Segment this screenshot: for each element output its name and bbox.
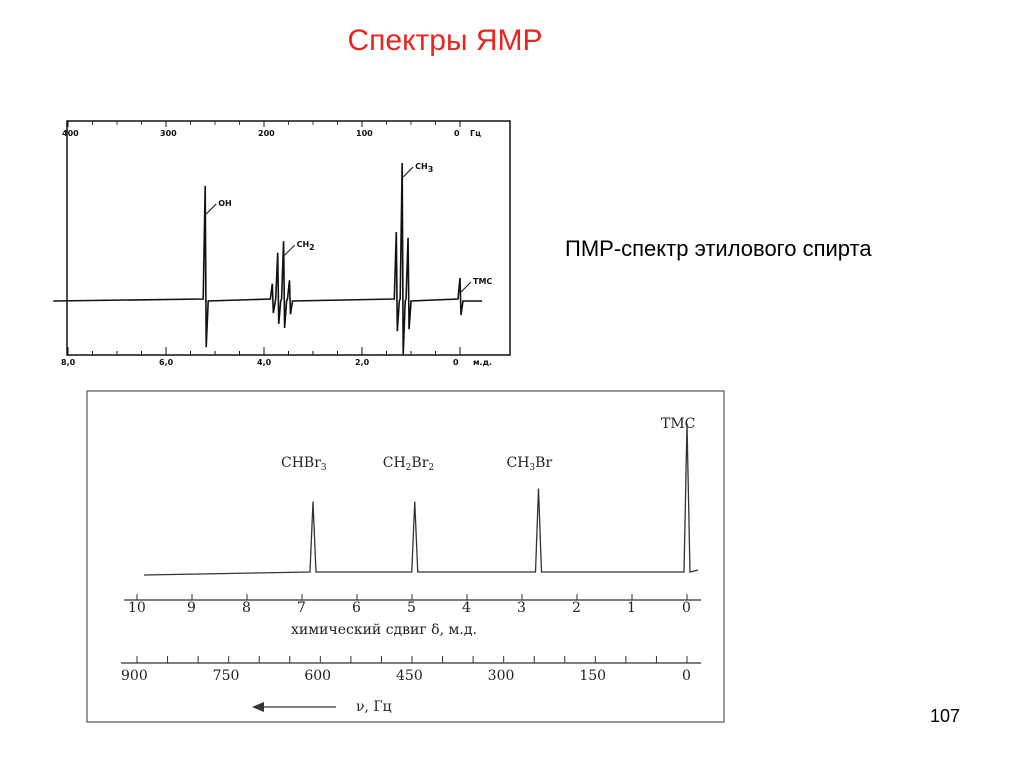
signal-label: OH	[218, 199, 232, 208]
ppm-axis-title: химический сдвиг δ, м.д.	[291, 622, 477, 638]
spectrum-trace	[53, 162, 483, 356]
hz-tick-label: 0	[682, 668, 691, 684]
ppm-tick-label: 2	[572, 600, 581, 616]
bottom-tick-label: 2,0	[355, 358, 370, 367]
ppm-tick-label: 5	[407, 600, 416, 616]
ppm-tick-label: 9	[187, 600, 196, 616]
top-tick-label: 200	[258, 129, 275, 138]
peak-label: CHBr3	[281, 455, 327, 473]
top-tick-label: 300	[160, 129, 177, 138]
bottom-axis-unit: м.д.	[473, 358, 492, 367]
signal-leader	[460, 281, 472, 293]
page-number: 107	[930, 706, 961, 726]
top-tick-label: 100	[356, 129, 373, 138]
bottom-tick-label: 0	[453, 358, 459, 367]
hz-tick-label: 600	[304, 668, 331, 684]
signal-label: ТМС	[473, 277, 492, 286]
top-tick-label: 0	[454, 129, 460, 138]
top-axis-unit: Гц	[470, 129, 481, 138]
spectrum-caption: ПМР-спектр этилового спирта	[565, 236, 872, 261]
ppm-tick-label: 10	[128, 600, 146, 616]
ppm-tick-label: 7	[297, 600, 306, 616]
bottom-tick-label: 4,0	[257, 358, 272, 367]
chart-frame	[86, 390, 725, 723]
ppm-tick-label: 0	[682, 600, 691, 616]
top-tick-label: 400	[62, 129, 79, 138]
hz-axis-title: ν, Гц	[356, 699, 392, 715]
spectrum-trace	[143, 423, 699, 576]
ethanol-spectrum-chart: 400 300 200 100 0 Гц 8,0 6,0 4,0 2,0 0 м.д. OH CH2 C…	[53, 120, 511, 367]
ppm-tick-label: 8	[242, 600, 251, 616]
signal-leader	[284, 244, 295, 256]
signal-leader	[205, 203, 217, 215]
ppm-tick-label: 1	[627, 600, 636, 616]
signal-label: CH2	[297, 240, 315, 252]
signal-leader	[402, 166, 414, 178]
hz-tick-label: 150	[579, 668, 606, 684]
hz-tick-label: 300	[488, 668, 515, 684]
ppm-tick-label: 4	[462, 600, 471, 616]
peak-label: CH3Br	[507, 455, 553, 473]
signal-label: CH3	[415, 162, 433, 174]
hz-tick-label: 450	[396, 668, 423, 684]
ppm-tick-label: 6	[352, 600, 361, 616]
peak-label: CH2Br2	[383, 455, 434, 473]
bottom-tick-label: 8,0	[61, 358, 76, 367]
hz-tick-label: 900	[121, 668, 148, 684]
direction-arrow-head	[252, 702, 264, 712]
peak-label: ТМС	[661, 416, 695, 432]
slide-title: Спектры ЯМР	[347, 24, 543, 57]
hz-tick-label: 750	[213, 668, 240, 684]
chart-frame	[66, 120, 511, 356]
ppm-tick-label: 3	[517, 600, 526, 616]
bottom-tick-label: 6,0	[159, 358, 174, 367]
